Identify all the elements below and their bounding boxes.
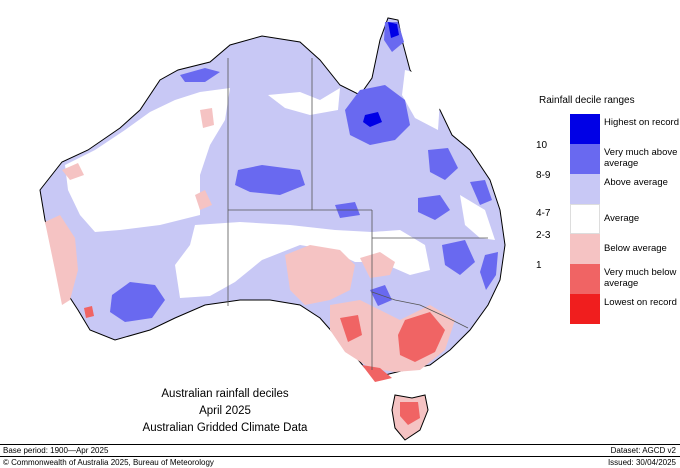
below-average-pilbara bbox=[195, 190, 212, 210]
legend-row-very-much-below: 1 Very much below average bbox=[536, 260, 678, 294]
decile-label-4-7: 4-7 bbox=[536, 208, 551, 219]
legend-label-below: Below average bbox=[604, 243, 667, 254]
very-much-above-central bbox=[235, 165, 305, 195]
average-region-west bbox=[65, 88, 230, 232]
legend-label-lowest: Lowest on record bbox=[604, 297, 677, 308]
legend-row-above: 8-9 Above average bbox=[536, 170, 678, 204]
very-much-above-nsw bbox=[442, 240, 475, 275]
legend-swatch-highest bbox=[570, 114, 600, 144]
legend-swatch-very-much-above bbox=[570, 144, 600, 174]
legend-swatch-lowest bbox=[570, 294, 600, 324]
very-much-above-coast-south bbox=[480, 252, 498, 290]
legend: Highest on record 10 Very much above ave… bbox=[536, 114, 679, 324]
legend-label-very-much-below: Very much below average bbox=[604, 267, 677, 289]
legend-swatch-below bbox=[570, 234, 600, 264]
legend-label-highest: Highest on record bbox=[604, 117, 679, 128]
caption-period: April 2025 bbox=[199, 405, 251, 417]
state-borders bbox=[227, 58, 488, 370]
very-much-below-coast bbox=[362, 365, 392, 382]
below-average-nt bbox=[360, 252, 395, 278]
legend-row-below: 2-3 Below average bbox=[536, 230, 678, 264]
legend-title: Rainfall decile ranges bbox=[539, 95, 635, 106]
decile-label-2-3: 2-3 bbox=[536, 230, 551, 241]
legend-row-average: 4-7 Average bbox=[536, 204, 678, 234]
decile-label-10: 10 bbox=[536, 140, 548, 151]
below-average-sa bbox=[285, 245, 355, 305]
issued-date: Issued: 30/04/2025 bbox=[607, 458, 676, 467]
below-average-wa-coast bbox=[45, 215, 78, 305]
average-region-east bbox=[460, 195, 495, 240]
legend-row-highest: Highest on record bbox=[570, 114, 679, 144]
legend-row-very-much-above: 10 Very much above average bbox=[536, 140, 678, 174]
decile-label-8-9: 8-9 bbox=[536, 170, 551, 181]
legend-swatch-above bbox=[570, 174, 600, 204]
very-much-above-kimberley bbox=[180, 68, 220, 82]
below-average-wa-north bbox=[62, 163, 84, 180]
legend-label-average: Average bbox=[604, 213, 640, 224]
legend-row-lowest: Lowest on record bbox=[570, 294, 678, 324]
tasmania-very-much-below bbox=[400, 402, 420, 425]
base-period: Base period: 1900—Apr 2025 bbox=[3, 446, 109, 455]
copyright: © Commonwealth of Australia 2025, Bureau… bbox=[3, 458, 214, 467]
very-much-below-wa-sw bbox=[84, 306, 94, 318]
decile-label-1: 1 bbox=[536, 260, 542, 271]
legend-label-very-much-above: Very much above average bbox=[604, 147, 678, 169]
very-much-above-wa bbox=[110, 282, 165, 322]
legend-swatch-average bbox=[570, 204, 600, 234]
highest-on-record-qld bbox=[363, 112, 382, 127]
average-region-central bbox=[175, 222, 430, 298]
very-much-above-cape-york bbox=[384, 22, 404, 52]
footer-mid-rule bbox=[0, 456, 680, 457]
average-region-north bbox=[268, 88, 340, 115]
legend-swatch-very-much-below bbox=[570, 264, 600, 294]
average-region-qld bbox=[402, 70, 440, 130]
very-much-below-sa bbox=[340, 315, 362, 342]
footer-top-rule bbox=[0, 444, 680, 445]
very-much-above-ne-qld bbox=[428, 148, 458, 180]
caption-source: Australian Gridded Climate Data bbox=[142, 422, 308, 434]
dataset: Dataset: AGCD v2 bbox=[610, 446, 676, 455]
very-much-above-se-qld bbox=[418, 195, 450, 220]
below-average-top-end bbox=[200, 108, 214, 128]
very-much-above-coast bbox=[470, 180, 492, 205]
caption-title: Australian rainfall deciles bbox=[161, 388, 289, 400]
legend-label-above: Above average bbox=[604, 177, 668, 188]
map-caption: Australian rainfall deciles April 2025 A… bbox=[110, 386, 340, 437]
very-much-below-vic bbox=[398, 312, 445, 362]
highest-on-record-cape bbox=[388, 22, 399, 38]
